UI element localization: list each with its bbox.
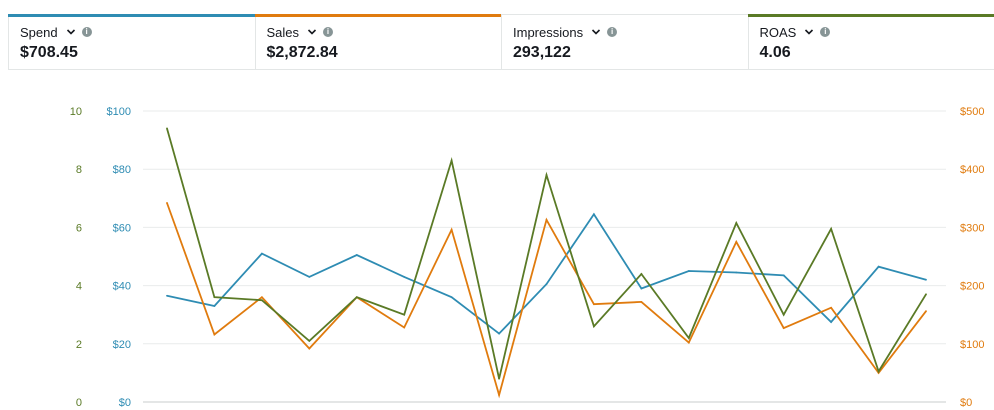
roas-axis: 0 2 4 6 8 10	[70, 106, 82, 409]
spend-data-point	[355, 254, 358, 256]
roas-data-point	[640, 273, 643, 275]
spend-data-point	[830, 321, 833, 323]
spend-data-point	[687, 270, 690, 272]
roas-tick-label: 4	[76, 281, 82, 293]
spend-data-point	[260, 252, 263, 255]
roas-data-point	[308, 339, 311, 342]
spend-data-point	[403, 275, 406, 278]
sales-data-point	[498, 394, 500, 396]
sales-tick-label: $0	[960, 397, 972, 409]
spend-data-point	[925, 278, 927, 281]
spend-tick-label: $100	[107, 106, 131, 118]
roas-data-point	[403, 313, 406, 316]
chevron-down-icon[interactable]	[804, 27, 814, 37]
chevron-down-icon[interactable]	[591, 27, 601, 37]
sales-axis: $0 $100 $200 $300 $400 $500	[960, 106, 984, 409]
sales-data-point	[213, 333, 216, 336]
spend-tick-label: $60	[113, 222, 131, 234]
sales-data-point	[450, 228, 453, 231]
spend-data-point	[450, 296, 453, 299]
roas-data-point	[260, 299, 263, 302]
sales-data-point	[687, 341, 690, 344]
sales-data-point	[166, 202, 168, 204]
line-chart: 0 2 4 6 8 10 $0 $20 $40 $60 $80 $100 $0 $100 $200 $30…	[70, 106, 985, 409]
roas-data-point	[735, 222, 738, 224]
chart-series	[166, 127, 927, 399]
spend-tick-label: $80	[113, 164, 131, 176]
metric-card-spend[interactable]: Spend i $708.45	[8, 14, 255, 69]
roas-tick-label: 6	[76, 222, 82, 234]
roas-data-point	[450, 159, 453, 162]
metric-label: Impressions	[513, 24, 584, 40]
metric-value: $2,872.84	[266, 44, 338, 61]
chart-grid	[143, 110, 946, 403]
info-icon[interactable]: i	[820, 27, 831, 37]
spend-data-point	[782, 274, 785, 277]
metric-label: Sales	[266, 24, 300, 40]
sales-data-point	[308, 347, 311, 350]
sales-tick-label: $500	[960, 106, 984, 118]
roas-data-point	[545, 174, 548, 176]
roas-data-point	[166, 127, 168, 130]
sales-tick-label: $100	[960, 339, 984, 351]
metric-value: 293,122	[513, 44, 571, 61]
sales-data-point	[830, 306, 833, 309]
roas-data-point	[877, 370, 880, 373]
roas-tick-label: 0	[76, 397, 82, 409]
roas-data-point	[687, 337, 690, 339]
roas-data-point	[925, 293, 927, 296]
spend-tick-label: $0	[119, 397, 131, 409]
metric-color-bar	[8, 14, 255, 17]
roas-tick-label: 10	[70, 106, 82, 118]
metric-color-bar	[747, 14, 994, 17]
spend-data-point	[166, 294, 168, 297]
sales-data-point	[782, 327, 785, 329]
spend-tick-label: $20	[113, 339, 131, 351]
sales-data-point	[403, 326, 406, 329]
sales-data-point	[545, 218, 548, 221]
sales-series-line	[166, 202, 927, 399]
metric-color-bar	[254, 14, 501, 17]
metric-value: $708.45	[20, 44, 78, 61]
metric-card-sales[interactable]: Sales i $2,872.84	[254, 14, 501, 69]
sales-data-point	[593, 303, 595, 306]
metric-label: Spend	[20, 24, 58, 40]
roas-data-point	[830, 227, 833, 230]
spend-data-point	[593, 213, 595, 216]
chevron-down-icon[interactable]	[66, 27, 76, 37]
metric-label: ROAS	[759, 24, 797, 40]
spend-data-point	[213, 305, 216, 307]
spend-data-point	[498, 332, 500, 335]
metric-card-roas[interactable]: ROAS i 4.06	[747, 14, 994, 69]
sales-tick-label: $400	[960, 164, 984, 176]
info-icon[interactable]: i	[81, 27, 92, 37]
chevron-down-icon[interactable]	[307, 27, 317, 37]
spend-data-point	[735, 271, 738, 274]
spend-data-point	[640, 287, 643, 290]
metric-value: 4.06	[759, 44, 791, 61]
roas-tick-label: 8	[76, 164, 82, 176]
sales-tick-label: $300	[960, 222, 984, 234]
spend-tick-label: $40	[113, 281, 131, 293]
roas-data-point	[213, 296, 216, 299]
metric-cards: Spend i $708.45 Sales i $2,872.84 Impres…	[8, 14, 994, 70]
info-icon[interactable]: i	[323, 27, 334, 37]
info-icon[interactable]: i	[607, 27, 618, 37]
spend-axis: $0 $20 $40 $60 $80 $100	[107, 106, 131, 409]
roas-data-point	[593, 325, 595, 328]
spend-data-point	[308, 275, 311, 278]
sales-tick-label: $200	[960, 281, 984, 293]
roas-series-line	[166, 128, 927, 379]
metric-card-impressions[interactable]: Impressions i 293,122	[501, 14, 748, 69]
roas-data-point	[498, 377, 500, 380]
spend-data-point	[545, 283, 548, 286]
sales-data-point	[925, 310, 927, 313]
sales-data-point	[640, 300, 643, 303]
roas-tick-label: 2	[76, 339, 82, 351]
spend-data-point	[877, 265, 880, 268]
roas-data-point	[355, 296, 358, 299]
sales-data-point	[735, 241, 738, 243]
sales-data-point	[260, 296, 263, 299]
roas-data-point	[782, 313, 785, 316]
